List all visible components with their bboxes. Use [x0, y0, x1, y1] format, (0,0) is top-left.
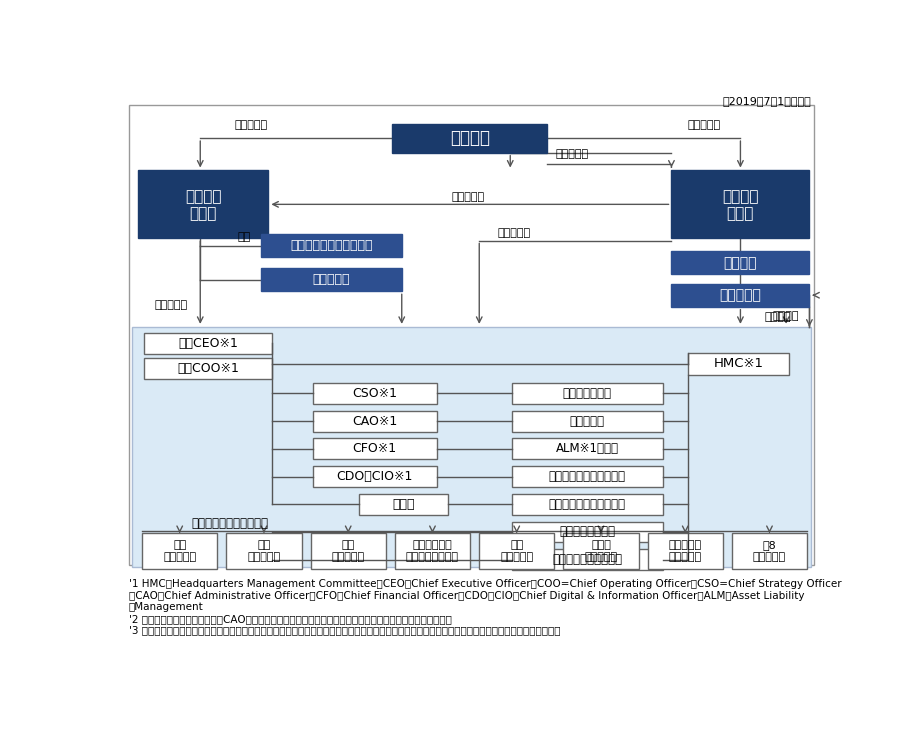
Bar [671, 251, 809, 275]
Bar [562, 533, 638, 569]
Bar [132, 327, 810, 567]
Bar [312, 383, 437, 404]
Text: ALM※1委員会: ALM※1委員会 [555, 443, 618, 455]
Text: 監視・監査: 監視・監査 [450, 192, 483, 203]
Text: 選任・解任: 選任・解任 [555, 149, 588, 159]
Bar [311, 533, 385, 569]
Bar [142, 533, 217, 569]
Bar [138, 170, 268, 239]
Text: 選任・罷免: 選任・罷免 [686, 120, 720, 130]
Bar [511, 411, 663, 432]
Text: 諮問: 諮問 [237, 232, 251, 241]
Text: 監査役: 監査役 [726, 206, 754, 221]
Bar [511, 494, 663, 515]
Text: エネルギー・
化学品カンパニー: エネルギー・ 化学品カンパニー [405, 539, 459, 562]
Text: CAO＝Chief Administrative Officer　CFO＝Chief Financial Officer　CDO・CIO＝Chief Digit: CAO＝Chief Administrative Officer CFO＝Chi… [129, 591, 803, 601]
Bar [260, 234, 402, 258]
Text: Management: Management [129, 603, 203, 612]
Text: コンプライアンス委員会: コンプライアンス委員会 [549, 470, 625, 483]
Bar [671, 283, 809, 307]
Bar [144, 358, 272, 379]
Bar [479, 533, 554, 569]
Bar [687, 353, 789, 374]
Text: 会計監査人: 会計監査人 [719, 288, 761, 302]
Text: 食料
カンパニー: 食料 カンパニー [500, 539, 533, 562]
Text: 機械
カンパニー: 機械 カンパニー [247, 539, 280, 562]
Text: （2019年7月1日現在）: （2019年7月1日現在） [721, 95, 810, 106]
Text: '1 HMC＝Headquarters Management Committee　CEO＝Chief Executive Officer　COO=Chief O: '1 HMC＝Headquarters Management Committee… [129, 579, 841, 589]
Text: 株主総会: 株主総会 [449, 129, 490, 147]
Text: 内部統制委員会: 内部統制委員会 [562, 387, 611, 400]
Text: CFO※1: CFO※1 [352, 443, 396, 455]
Text: 開示委員会: 開示委員会 [569, 415, 604, 428]
Bar [312, 411, 437, 432]
Text: CSO※1: CSO※1 [352, 387, 397, 400]
Text: ガバナンス・報酬委員会: ガバナンス・報酬委員会 [289, 239, 372, 252]
Bar [312, 466, 437, 487]
Text: 繊維
カンパニー: 繊維 カンパニー [163, 539, 196, 562]
Text: 会計監査: 会計監査 [772, 311, 799, 321]
Bar [312, 438, 437, 459]
Bar [511, 549, 663, 570]
Bar [260, 268, 402, 291]
Bar [511, 466, 663, 487]
Text: 選定・監督: 選定・監督 [154, 300, 187, 310]
Text: 指名委員会: 指名委員会 [312, 273, 349, 286]
Text: '3 内部統制システムは社内のあらゆる階層に組まれており、そのすべてを表記することはできませんので、主要な組織及び委員会のみ記載しています。: '3 内部統制システムは社内のあらゆる階層に組まれており、そのすべてを表記するこ… [129, 625, 560, 636]
Text: 会長CEO※1: 会長CEO※1 [178, 337, 238, 350]
Text: 監査部: 監査部 [392, 498, 414, 511]
Text: 新本社ビル開発委員会: 新本社ビル開発委員会 [551, 553, 621, 566]
Text: 選任・罷免: 選任・罷免 [233, 120, 267, 130]
Bar [392, 123, 547, 153]
Bar [226, 533, 301, 569]
Text: 情報・金融
カンパニー: 情報・金融 カンパニー [668, 539, 701, 562]
Text: 監査役会: 監査役会 [721, 189, 758, 204]
Bar [671, 170, 809, 239]
Bar [647, 533, 722, 569]
Text: 監視・監査: 監視・監査 [497, 228, 530, 238]
Text: HMC※1: HMC※1 [713, 357, 763, 370]
Bar [144, 333, 272, 354]
Text: 金属
カンパニー: 金属 カンパニー [331, 539, 365, 562]
Text: 第8
カンパニー: 第8 カンパニー [752, 539, 785, 562]
Text: 社長COO※1: 社長COO※1 [176, 363, 239, 375]
Text: CAO※1: CAO※1 [352, 415, 397, 428]
Text: '2 コンプライアンス統括役員はCAO。また、各ディビジョンカンパニーにはカンパニープレジデントを設置。: '2 コンプライアンス統括役員はCAO。また、各ディビジョンカンパニーにはカンパ… [129, 614, 451, 624]
Text: 投融資協議委員会: 投融資協議委員会 [559, 526, 615, 539]
Text: 住生活
カンパニー: 住生活 カンパニー [584, 539, 617, 562]
Bar [129, 105, 813, 565]
Bar [511, 522, 663, 542]
Bar [511, 438, 663, 459]
Text: 会計監査: 会計監査 [764, 312, 790, 321]
Bar [511, 383, 663, 404]
Text: ディビジョンカンパニー: ディビジョンカンパニー [191, 517, 267, 530]
Bar [394, 533, 470, 569]
Text: 取締役: 取締役 [189, 206, 217, 221]
Text: 取締役会: 取締役会 [185, 189, 221, 204]
Text: 監査役室: 監査役室 [723, 256, 756, 270]
Text: CDO・CIO※1: CDO・CIO※1 [336, 470, 413, 483]
Text: サステナビリティ委員会: サステナビリティ委員会 [549, 498, 625, 511]
Bar [732, 533, 806, 569]
Bar [358, 494, 448, 515]
